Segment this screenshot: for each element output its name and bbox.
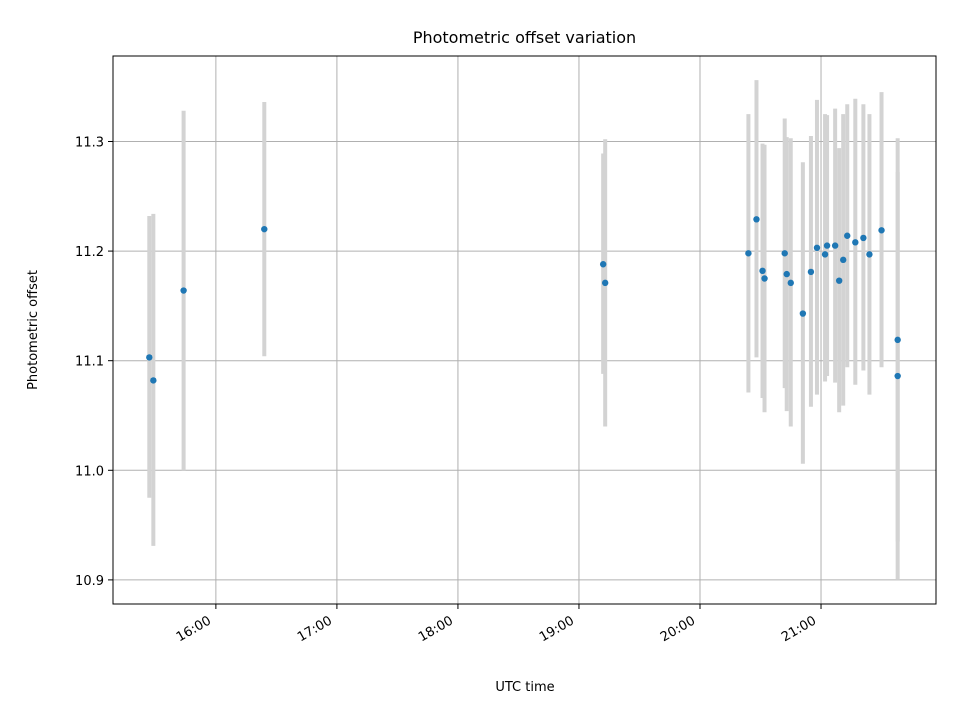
data-point [745,250,752,257]
error-bars [147,80,900,580]
data-point [787,279,794,287]
data-point [753,216,760,223]
data-point [813,244,821,251]
axis-ticks: 16:00 17:00 18:00 19:00 20:00 21:00 10.9 11.0 11… [75,135,822,645]
data-point [831,242,839,249]
y-tick-label: 11.1 [75,355,104,370]
data-point [781,250,788,257]
data-point [761,275,768,282]
data-point [261,225,268,233]
data-point [783,270,790,278]
data-point [894,372,901,380]
data-point [878,227,885,234]
data-point [601,279,609,287]
x-tick-label: 18:00 [416,613,456,645]
chart-title: Photometric offset variation [413,28,636,47]
plot-area-frame [112,55,937,605]
data-point [840,256,847,264]
y-tick-label: 11.0 [75,464,104,479]
data-point [807,268,815,276]
x-tick-label: 16:00 [174,613,214,645]
data-point [799,310,807,317]
y-tick-label: 11.2 [75,245,104,260]
data-point [150,377,157,384]
data-point [146,354,153,361]
data-point [823,242,831,249]
data-point [860,234,867,242]
data-point [759,267,766,275]
x-tick-label: 17:00 [295,613,335,645]
y-tick-label: 10.9 [75,574,104,589]
y-axis-label: Photometric offset [26,270,41,390]
data-point [180,287,187,294]
data-point [599,261,607,268]
x-tick-label: 21:00 [779,613,819,645]
data-point [866,251,873,258]
data-point [835,277,843,284]
data-point [821,251,829,258]
x-tick-label: 20:00 [658,613,698,645]
grid [113,56,936,604]
data-point [844,232,851,239]
y-tick-label: 11.3 [75,135,104,150]
data-point [852,239,859,246]
x-axis-label: UTC time [495,680,554,695]
x-tick-label: 19:00 [537,613,577,645]
data-point [894,336,901,344]
data-points [146,216,901,384]
